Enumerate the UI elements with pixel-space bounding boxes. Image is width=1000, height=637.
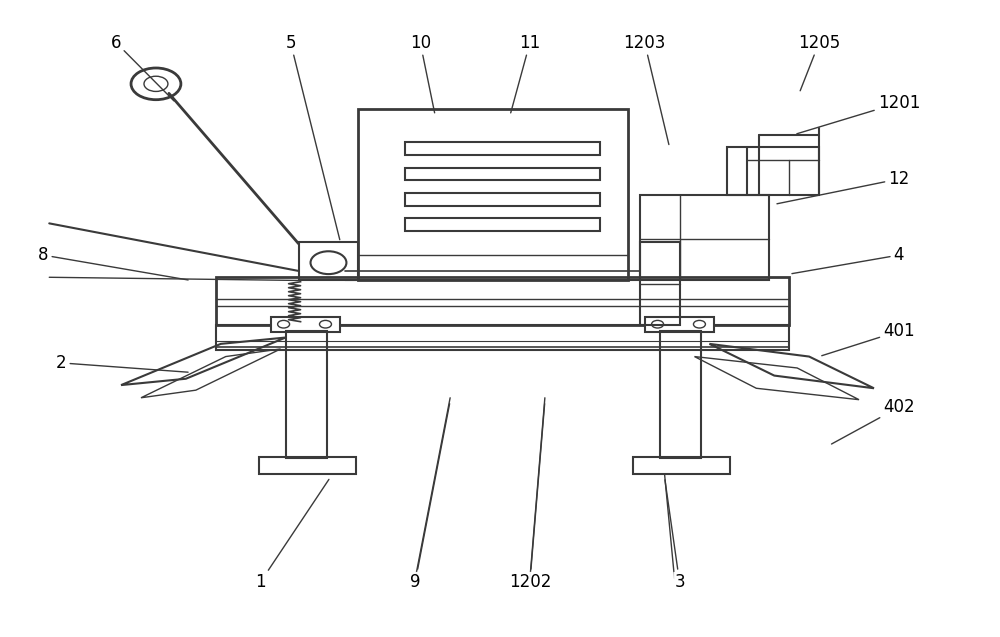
Bar xyxy=(405,193,600,206)
Bar xyxy=(645,317,714,333)
Text: 402: 402 xyxy=(832,398,915,444)
Bar xyxy=(633,457,730,474)
Bar xyxy=(216,325,789,350)
Text: 9: 9 xyxy=(410,404,450,590)
Bar xyxy=(299,243,358,280)
Text: 5: 5 xyxy=(285,34,340,240)
Text: 8: 8 xyxy=(38,246,188,280)
Bar xyxy=(640,243,680,325)
Text: 6: 6 xyxy=(111,34,174,101)
Bar xyxy=(405,168,600,180)
Text: 1: 1 xyxy=(255,480,329,590)
Bar xyxy=(271,317,340,333)
Bar xyxy=(358,109,628,280)
Text: 1203: 1203 xyxy=(623,34,669,145)
Text: 1201: 1201 xyxy=(797,94,920,134)
Text: 3: 3 xyxy=(665,480,685,590)
Text: 1205: 1205 xyxy=(798,34,840,90)
Text: 1202: 1202 xyxy=(509,404,551,590)
Bar xyxy=(660,331,701,458)
Text: 10: 10 xyxy=(410,34,435,113)
Bar xyxy=(405,142,600,155)
Text: 4: 4 xyxy=(792,246,904,274)
Text: 2: 2 xyxy=(56,354,188,372)
Bar xyxy=(405,218,600,231)
Text: 11: 11 xyxy=(511,34,541,113)
Text: 12: 12 xyxy=(777,170,910,204)
Bar xyxy=(727,147,819,195)
Bar xyxy=(286,331,327,458)
Bar xyxy=(259,457,356,474)
Text: 401: 401 xyxy=(822,322,915,355)
Bar xyxy=(216,277,789,325)
Bar xyxy=(640,195,769,280)
